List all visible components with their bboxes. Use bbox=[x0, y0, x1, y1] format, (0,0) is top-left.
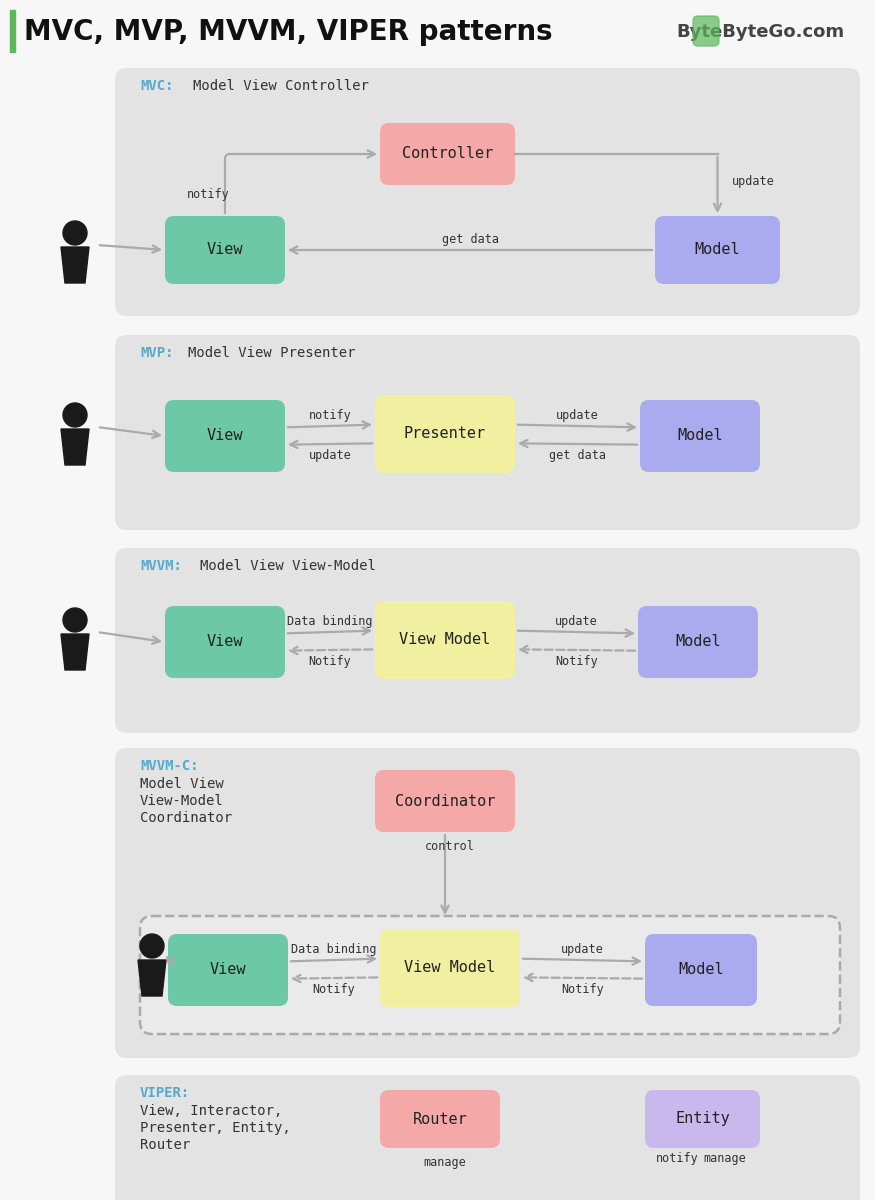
FancyBboxPatch shape bbox=[165, 606, 285, 678]
Text: Model View: Model View bbox=[140, 778, 224, 791]
Text: update: update bbox=[555, 614, 598, 628]
FancyBboxPatch shape bbox=[645, 1090, 760, 1148]
Polygon shape bbox=[61, 428, 89, 464]
Circle shape bbox=[63, 608, 87, 632]
Text: Model: Model bbox=[676, 635, 721, 649]
Text: get data: get data bbox=[549, 449, 606, 462]
FancyBboxPatch shape bbox=[115, 68, 860, 316]
Text: update: update bbox=[732, 175, 774, 188]
Text: update: update bbox=[561, 942, 604, 955]
Text: Model: Model bbox=[677, 428, 723, 444]
Text: Model: Model bbox=[678, 962, 724, 978]
Text: View-Model: View-Model bbox=[140, 794, 224, 808]
FancyBboxPatch shape bbox=[165, 216, 285, 284]
Bar bbox=[10, 10, 15, 52]
Text: MVVM:: MVVM: bbox=[140, 559, 182, 572]
FancyBboxPatch shape bbox=[380, 122, 515, 185]
FancyBboxPatch shape bbox=[655, 216, 780, 284]
FancyBboxPatch shape bbox=[640, 400, 760, 472]
Text: Model View Presenter: Model View Presenter bbox=[188, 346, 355, 360]
Text: Presenter: Presenter bbox=[404, 426, 486, 442]
FancyBboxPatch shape bbox=[375, 770, 515, 832]
Text: Notify: Notify bbox=[312, 983, 355, 996]
Text: View: View bbox=[206, 242, 243, 258]
Text: update: update bbox=[309, 449, 352, 462]
Polygon shape bbox=[61, 247, 89, 283]
Text: MVP:: MVP: bbox=[140, 346, 173, 360]
FancyBboxPatch shape bbox=[115, 1075, 860, 1200]
Text: Router: Router bbox=[140, 1138, 190, 1152]
Text: control: control bbox=[425, 840, 475, 853]
Text: Notify: Notify bbox=[309, 654, 352, 667]
Text: notify: notify bbox=[309, 408, 352, 421]
Text: manage: manage bbox=[704, 1152, 746, 1165]
Text: View: View bbox=[210, 962, 246, 978]
FancyBboxPatch shape bbox=[140, 916, 840, 1034]
Polygon shape bbox=[138, 960, 166, 996]
Text: VIPER:: VIPER: bbox=[140, 1086, 190, 1100]
Text: notify: notify bbox=[187, 188, 230, 200]
Text: MVC:: MVC: bbox=[140, 79, 173, 92]
Text: View Model: View Model bbox=[399, 632, 491, 648]
FancyBboxPatch shape bbox=[115, 335, 860, 530]
Text: Model: Model bbox=[695, 242, 740, 258]
Polygon shape bbox=[61, 634, 89, 670]
FancyBboxPatch shape bbox=[375, 601, 515, 679]
Text: Coordinator: Coordinator bbox=[395, 793, 495, 809]
Text: View Model: View Model bbox=[404, 960, 495, 976]
FancyBboxPatch shape bbox=[375, 395, 515, 473]
Text: View, Interactor,: View, Interactor, bbox=[140, 1104, 283, 1118]
FancyBboxPatch shape bbox=[638, 606, 758, 678]
Text: Notify: Notify bbox=[555, 654, 598, 667]
Circle shape bbox=[140, 934, 164, 958]
Text: ByteByteGo.com: ByteByteGo.com bbox=[676, 23, 844, 41]
Text: get data: get data bbox=[442, 233, 499, 246]
FancyBboxPatch shape bbox=[693, 16, 719, 46]
Text: manage: manage bbox=[424, 1156, 466, 1169]
Text: update: update bbox=[556, 408, 598, 421]
FancyBboxPatch shape bbox=[165, 400, 285, 472]
Text: Router: Router bbox=[413, 1111, 467, 1127]
Text: MVC, MVP, MVVM, VIPER patterns: MVC, MVP, MVVM, VIPER patterns bbox=[24, 18, 553, 46]
Text: Data binding: Data binding bbox=[287, 614, 373, 628]
Text: Entity: Entity bbox=[676, 1111, 730, 1127]
Circle shape bbox=[63, 221, 87, 245]
FancyBboxPatch shape bbox=[115, 548, 860, 733]
Text: Data binding: Data binding bbox=[291, 942, 377, 955]
FancyBboxPatch shape bbox=[115, 748, 860, 1058]
Text: Presenter, Entity,: Presenter, Entity, bbox=[140, 1121, 290, 1135]
Text: MVVM-C:: MVVM-C: bbox=[140, 758, 199, 773]
FancyBboxPatch shape bbox=[380, 1090, 500, 1148]
Circle shape bbox=[63, 403, 87, 427]
Text: Model View View-Model: Model View View-Model bbox=[200, 559, 376, 572]
FancyBboxPatch shape bbox=[168, 934, 288, 1006]
Text: View: View bbox=[206, 428, 243, 444]
Text: Controller: Controller bbox=[402, 146, 493, 162]
Text: Coordinator: Coordinator bbox=[140, 811, 232, 826]
FancyBboxPatch shape bbox=[645, 934, 757, 1006]
Text: Model View Controller: Model View Controller bbox=[193, 79, 369, 92]
FancyBboxPatch shape bbox=[380, 929, 520, 1007]
Text: Notify: Notify bbox=[561, 983, 604, 996]
Text: notify: notify bbox=[656, 1152, 699, 1165]
Text: View: View bbox=[206, 635, 243, 649]
